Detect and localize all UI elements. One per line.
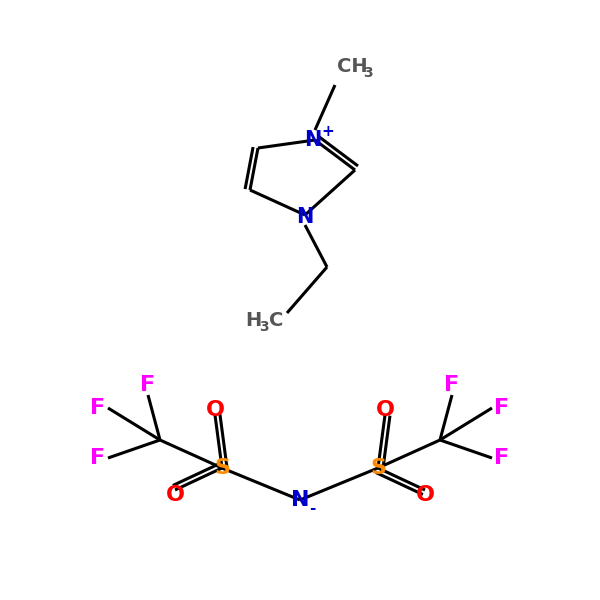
Text: H: H xyxy=(245,311,261,331)
Text: N: N xyxy=(296,207,314,227)
Text: S: S xyxy=(214,458,230,478)
Text: 3: 3 xyxy=(259,320,269,334)
Text: N: N xyxy=(304,130,322,150)
Text: F: F xyxy=(140,375,155,395)
Text: N: N xyxy=(291,490,309,510)
Text: F: F xyxy=(445,375,460,395)
Text: -: - xyxy=(309,500,315,515)
Text: O: O xyxy=(415,485,434,505)
Text: F: F xyxy=(494,398,509,418)
Text: CH: CH xyxy=(337,58,368,76)
Text: 3: 3 xyxy=(363,66,373,80)
Text: F: F xyxy=(91,448,106,468)
Text: S: S xyxy=(370,458,386,478)
Text: C: C xyxy=(269,311,283,331)
Text: O: O xyxy=(166,485,185,505)
Text: F: F xyxy=(494,448,509,468)
Text: O: O xyxy=(205,400,224,420)
Text: F: F xyxy=(91,398,106,418)
Text: +: + xyxy=(322,124,334,139)
Text: O: O xyxy=(376,400,395,420)
